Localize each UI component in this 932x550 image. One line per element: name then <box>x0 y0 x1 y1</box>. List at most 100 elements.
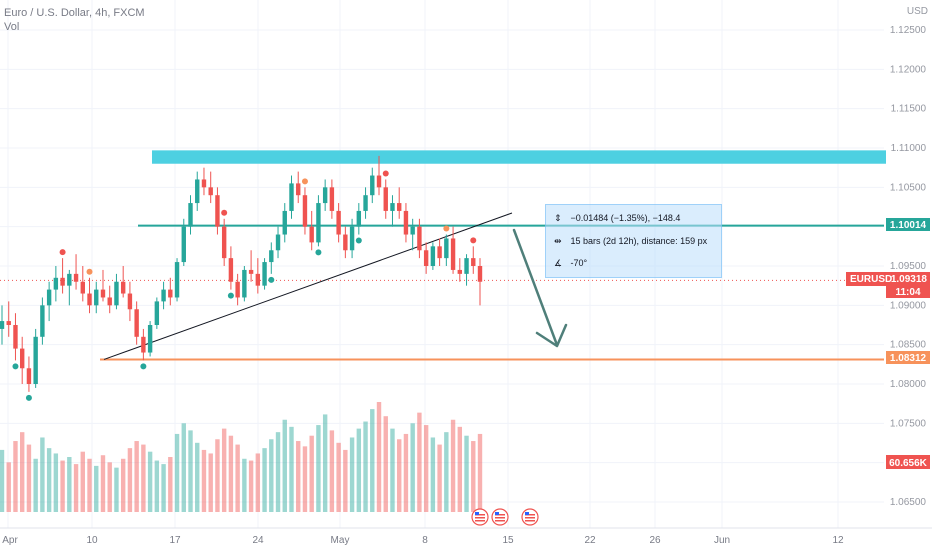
candle-body <box>174 262 180 298</box>
volume-bar <box>383 416 388 512</box>
countdown-label: 11:04 <box>895 287 920 298</box>
event-flags[interactable] <box>471 508 539 526</box>
us-flag-icon[interactable] <box>491 508 509 526</box>
candle-body <box>168 289 173 298</box>
candle-body <box>181 226 186 263</box>
volume-bar <box>403 433 409 512</box>
signal-dot <box>443 225 450 232</box>
volume-bar <box>46 448 52 512</box>
volume-legend[interactable]: Vol <box>4 21 20 33</box>
candle-body <box>309 226 314 243</box>
candle-body <box>73 273 79 282</box>
time-tick: 26 <box>649 535 661 546</box>
price-axis[interactable]: USD 1.12500 1.12000 1.11500 1.11000 1.10500 1.… <box>890 6 928 508</box>
volume-bar <box>464 435 469 512</box>
price-tick: 1.09000 <box>890 300 927 311</box>
signal-dot <box>315 249 322 256</box>
support-price-tag: 1.08312 <box>886 351 930 364</box>
time-axis[interactable]: Apr 10 17 24 May 8 15 22 26 Jun 12 <box>0 527 932 546</box>
volume-bar <box>477 433 483 512</box>
candle-body <box>53 277 59 290</box>
candle-body <box>235 281 240 298</box>
measure-angle-row: ∡ -70° <box>554 258 587 269</box>
volume-bar <box>208 453 213 512</box>
candle-body <box>450 238 456 270</box>
signal-dot <box>268 276 275 283</box>
candle-body <box>33 336 38 384</box>
volume-bar <box>181 423 186 512</box>
candle-body <box>417 226 422 251</box>
candle-body <box>390 203 395 211</box>
signal-markers <box>12 170 477 401</box>
candle-body <box>26 368 32 384</box>
signal-dot <box>140 363 147 370</box>
angle-icon: ∡ <box>554 258 563 268</box>
volume-bar <box>0 449 5 512</box>
candle-body <box>94 289 99 306</box>
volume-bar <box>6 462 11 512</box>
candle-body <box>127 293 133 310</box>
price-tick: 1.08000 <box>890 379 927 390</box>
volume-bar <box>73 464 79 512</box>
volume-bar <box>221 428 227 512</box>
chart-legend[interactable]: Euro / U.S. Dollar, 4h, FXCM Vol <box>4 6 145 34</box>
candle-body <box>370 175 375 196</box>
candle-body <box>67 273 72 286</box>
candle-body <box>248 269 254 274</box>
signal-dot <box>470 237 477 244</box>
projection-arrow[interactable] <box>512 228 568 348</box>
volume-bar <box>114 467 119 512</box>
candle-body <box>6 321 11 325</box>
time-tick: May <box>331 535 350 546</box>
volume-bar <box>450 419 456 512</box>
us-flag-icon[interactable] <box>521 508 539 526</box>
measurement-box[interactable]: ⇕ −0.01484 (−1.35%), −148.4 ⇹ 15 bars (2… <box>545 204 722 278</box>
measure-change: −0.01484 (−1.35%), −148.4 <box>570 213 681 223</box>
volume-bar <box>19 432 25 512</box>
time-tick: 17 <box>169 535 181 546</box>
signal-dot <box>301 178 308 185</box>
candle-body <box>430 246 436 266</box>
price-tick: 1.06500 <box>890 497 927 508</box>
price-tick: 1.12000 <box>890 64 927 75</box>
volume-bar <box>107 462 112 512</box>
arrow-head <box>535 323 568 348</box>
volume-bar <box>390 428 395 512</box>
candle-body <box>437 246 442 259</box>
time-tick: 8 <box>422 535 428 546</box>
candle-body <box>228 258 234 282</box>
candle-body <box>289 183 294 211</box>
volume-bar <box>269 439 274 512</box>
volume-bar <box>242 458 247 512</box>
volume-value-label: 60.656K <box>889 458 928 469</box>
signal-dot <box>355 237 362 244</box>
time-tick: 12 <box>832 535 844 546</box>
candle-body <box>262 262 267 286</box>
volume-bar <box>363 421 368 512</box>
volume-bar <box>457 426 463 512</box>
volume-bar <box>67 457 72 512</box>
signal-dot <box>382 170 389 177</box>
last-price-tag: EURUSD 1.09318 11:04 <box>846 272 930 298</box>
price-tick: 1.10500 <box>890 182 927 193</box>
volume-bar <box>248 460 254 512</box>
candle-body <box>383 187 388 211</box>
symbol-title[interactable]: Euro / U.S. Dollar, 4h, FXCM <box>4 7 145 19</box>
volume-bar <box>349 437 355 512</box>
volume-bar <box>134 441 139 512</box>
resistance-zone[interactable] <box>152 150 886 164</box>
candle-body <box>0 321 5 329</box>
candle-body <box>114 281 119 306</box>
measure-bars-row: ⇹ 15 bars (2d 12h), distance: 159 px <box>554 236 707 247</box>
volume-bar <box>161 464 166 512</box>
signal-dot <box>227 292 234 299</box>
currency-label: USD <box>907 6 928 17</box>
trendline[interactable] <box>103 212 513 360</box>
volume-bar <box>120 458 126 512</box>
candle-body <box>322 187 328 204</box>
volume-bar <box>423 425 429 512</box>
candle-body <box>336 210 341 235</box>
us-flag-icon[interactable] <box>471 508 489 526</box>
range-icon: ⇕ <box>554 213 562 223</box>
